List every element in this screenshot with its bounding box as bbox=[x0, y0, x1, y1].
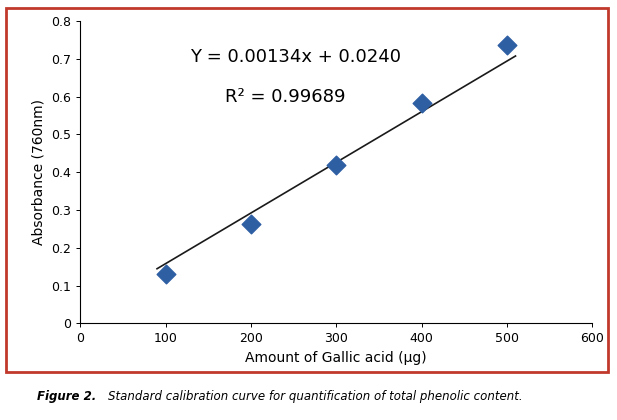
X-axis label: Amount of Gallic acid (µg): Amount of Gallic acid (µg) bbox=[246, 351, 427, 365]
Point bbox=[416, 100, 426, 107]
Point bbox=[246, 221, 256, 228]
Point bbox=[160, 271, 170, 278]
Point bbox=[502, 42, 512, 49]
Text: Figure 2.: Figure 2. bbox=[37, 390, 96, 402]
Text: Y = 0.00134x + 0.0240: Y = 0.00134x + 0.0240 bbox=[190, 48, 401, 66]
Y-axis label: Absorbance (760nm): Absorbance (760nm) bbox=[31, 99, 46, 245]
Text: Standard calibration curve for quantification of total phenolic content.: Standard calibration curve for quantific… bbox=[108, 390, 523, 402]
Point bbox=[331, 161, 341, 168]
Text: R² = 0.99689: R² = 0.99689 bbox=[225, 88, 346, 105]
